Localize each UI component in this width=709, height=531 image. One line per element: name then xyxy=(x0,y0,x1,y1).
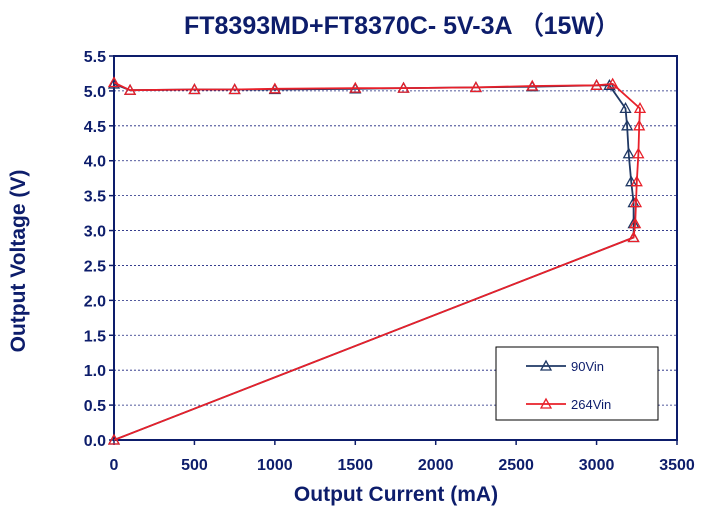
data-point-marker xyxy=(107,433,121,445)
legend-label: 90Vin xyxy=(571,359,604,374)
x-tick-label: 2500 xyxy=(498,457,534,474)
data-point-marker xyxy=(619,102,632,114)
x-tick-label: 500 xyxy=(181,457,208,474)
data-point-marker xyxy=(188,83,201,95)
data-point-marker xyxy=(606,77,619,89)
x-axis-title: Output Current (mA) xyxy=(294,483,498,506)
y-tick-label: 4.0 xyxy=(84,154,106,171)
data-point-marker xyxy=(397,81,410,93)
x-tick-label: 1000 xyxy=(257,457,293,474)
data-point-marker xyxy=(630,175,643,187)
data-point-marker xyxy=(349,81,362,93)
x-tick-label: 0 xyxy=(110,457,119,474)
plot-area-frame xyxy=(113,55,678,441)
data-point-marker xyxy=(228,83,241,95)
data-point-marker xyxy=(590,78,603,90)
y-tick-label: 2.0 xyxy=(84,293,106,310)
y-tick-label: 3.5 xyxy=(84,189,106,206)
series-264vin xyxy=(107,76,647,445)
y-axis-ticks: 0.0 0.5 1.0 1.5 2.0 2.5 3.0 3.5 4.0 4.5 5.0 5.5 xyxy=(84,49,114,450)
data-point-marker xyxy=(632,147,645,159)
legend-box xyxy=(495,346,659,421)
series-group xyxy=(107,76,647,445)
legend-label: 264Vin xyxy=(571,397,611,412)
gridlines xyxy=(114,90,677,406)
x-tick-label: 3500 xyxy=(659,457,695,474)
data-point-marker xyxy=(107,76,121,88)
data-point-marker xyxy=(268,82,281,94)
y-tick-label: 2.5 xyxy=(84,258,106,275)
legend-marker xyxy=(539,397,553,409)
data-point-marker xyxy=(629,217,642,229)
x-tick-label: 2000 xyxy=(418,457,454,474)
y-tick-label: 1.0 xyxy=(84,363,106,380)
x-axis-ticks: 0 500 1000 1500 2000 2500 3000 3500 xyxy=(110,440,695,474)
series-line xyxy=(113,81,641,441)
y-tick-label: 3.0 xyxy=(84,224,106,241)
legend-items: 90Vin 264Vin xyxy=(526,359,611,412)
data-point-marker xyxy=(621,119,634,131)
data-point-marker xyxy=(633,102,647,114)
y-axis-title: Output Voltage (V) xyxy=(7,170,30,353)
y-tick-label: 4.5 xyxy=(84,119,106,136)
data-point-marker xyxy=(629,196,643,208)
data-point-marker xyxy=(123,83,137,95)
data-point-marker xyxy=(627,231,640,243)
data-point-marker xyxy=(469,81,483,93)
y-tick-label: 5.0 xyxy=(84,84,106,101)
legend-marker xyxy=(539,359,553,371)
data-point-marker xyxy=(526,79,539,91)
data-point-marker xyxy=(622,147,635,159)
y-tick-label: 0.5 xyxy=(84,398,106,415)
x-tick-label: 1500 xyxy=(337,457,373,474)
y-tick-label: 5.5 xyxy=(84,49,106,66)
x-tick-label: 3000 xyxy=(579,457,615,474)
data-point-marker xyxy=(633,119,646,131)
y-tick-label: 0.0 xyxy=(84,433,106,450)
legend: 90Vin 264Vin xyxy=(495,346,659,421)
chart-title: FT8393MD+FT8370C- 5V-3A （15W） xyxy=(184,11,620,40)
y-tick-label: 1.5 xyxy=(84,328,106,345)
